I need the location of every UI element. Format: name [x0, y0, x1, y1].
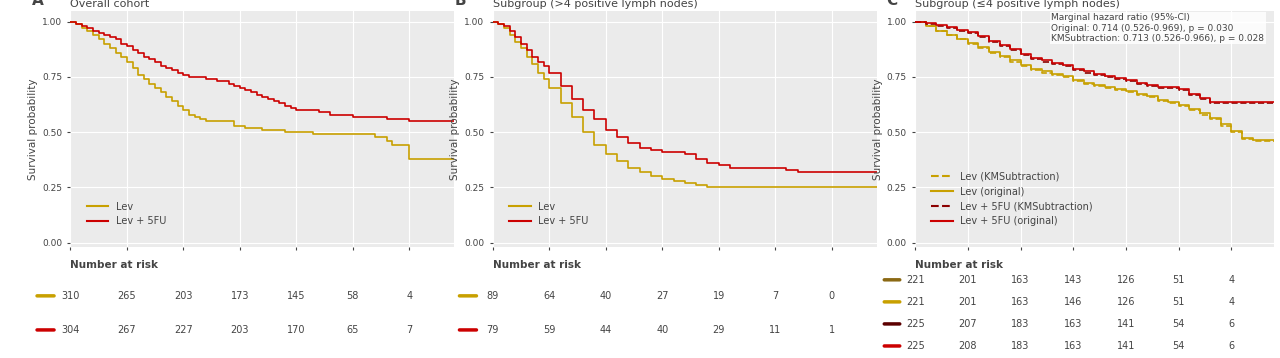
- Text: 1: 1: [828, 325, 835, 335]
- Text: 310: 310: [61, 291, 79, 301]
- Text: 163: 163: [1064, 341, 1083, 351]
- Text: Original (provided)
Subgroup (>4 positive lymph nodes): Original (provided) Subgroup (>4 positiv…: [493, 0, 698, 9]
- Text: C: C: [887, 0, 897, 8]
- Text: Number at risk: Number at risk: [493, 260, 581, 270]
- Text: 6: 6: [1229, 341, 1234, 351]
- Text: 141: 141: [1117, 319, 1135, 329]
- Text: 225: 225: [906, 319, 924, 329]
- Text: Original (not provided) vs KMSubtraction
Subgroup (≤4 positive lymph nodes): Original (not provided) vs KMSubtraction…: [915, 0, 1143, 9]
- Text: 163: 163: [1011, 275, 1030, 285]
- Text: 183: 183: [1011, 319, 1030, 329]
- Legend: Lev, Lev + 5FU: Lev, Lev + 5FU: [83, 198, 170, 230]
- Text: 7: 7: [406, 325, 412, 335]
- Text: 208: 208: [959, 341, 977, 351]
- Text: 44: 44: [599, 325, 612, 335]
- Text: 0: 0: [828, 291, 835, 301]
- Text: 163: 163: [1011, 297, 1030, 307]
- Text: 58: 58: [347, 291, 358, 301]
- Text: 203: 203: [174, 291, 192, 301]
- Text: 4: 4: [1229, 297, 1234, 307]
- Y-axis label: Survival probability: Survival probability: [451, 78, 461, 180]
- Text: 146: 146: [1064, 297, 1083, 307]
- Text: 304: 304: [61, 325, 79, 335]
- Text: 126: 126: [1116, 275, 1135, 285]
- Text: 143: 143: [1064, 275, 1083, 285]
- Text: 40: 40: [657, 325, 668, 335]
- Legend: Lev, Lev + 5FU: Lev, Lev + 5FU: [506, 198, 593, 230]
- Text: 173: 173: [230, 291, 250, 301]
- Text: 221: 221: [906, 297, 924, 307]
- Text: 141: 141: [1117, 341, 1135, 351]
- Text: 265: 265: [118, 291, 136, 301]
- Legend: Lev (KMSubtraction), Lev (original), Lev + 5FU (KMSubtraction), Lev + 5FU (origi: Lev (KMSubtraction), Lev (original), Lev…: [927, 168, 1097, 230]
- Text: 4: 4: [406, 291, 412, 301]
- Text: 51: 51: [1172, 297, 1185, 307]
- Text: 183: 183: [1011, 341, 1030, 351]
- Text: 145: 145: [287, 291, 306, 301]
- Text: 51: 51: [1172, 275, 1185, 285]
- Text: 227: 227: [174, 325, 193, 335]
- Text: 79: 79: [486, 325, 499, 335]
- Text: 40: 40: [599, 291, 612, 301]
- Text: 19: 19: [713, 291, 724, 301]
- Text: B: B: [454, 0, 466, 8]
- Text: 65: 65: [347, 325, 358, 335]
- Text: 6: 6: [1229, 319, 1234, 329]
- Text: 267: 267: [118, 325, 136, 335]
- Text: 225: 225: [906, 341, 924, 351]
- Text: 170: 170: [287, 325, 306, 335]
- Text: 221: 221: [906, 275, 924, 285]
- Text: 4: 4: [1229, 275, 1234, 285]
- Text: 201: 201: [959, 297, 977, 307]
- Y-axis label: Survival probability: Survival probability: [28, 78, 38, 180]
- Y-axis label: Survival probability: Survival probability: [873, 78, 883, 180]
- Text: 7: 7: [772, 291, 778, 301]
- Text: Number at risk: Number at risk: [915, 260, 1004, 270]
- Text: A: A: [32, 0, 44, 8]
- Text: 126: 126: [1116, 297, 1135, 307]
- Text: 54: 54: [1172, 341, 1185, 351]
- Text: 54: 54: [1172, 319, 1185, 329]
- Text: Original (provided)
Overall cohort: Original (provided) Overall cohort: [70, 0, 175, 9]
- Text: 89: 89: [486, 291, 499, 301]
- Text: 27: 27: [655, 291, 668, 301]
- Text: 64: 64: [543, 291, 556, 301]
- Text: 29: 29: [713, 325, 724, 335]
- Text: 11: 11: [769, 325, 781, 335]
- Text: Marginal hazard ratio (95%-CI)
Original: 0.714 (0.526-0.969), p = 0.030
KMSubtra: Marginal hazard ratio (95%-CI) Original:…: [1051, 13, 1265, 43]
- Text: 201: 201: [959, 275, 977, 285]
- Text: 203: 203: [230, 325, 250, 335]
- Text: 207: 207: [959, 319, 977, 329]
- Text: 59: 59: [543, 325, 556, 335]
- Text: 163: 163: [1064, 319, 1083, 329]
- Text: Number at risk: Number at risk: [70, 260, 159, 270]
